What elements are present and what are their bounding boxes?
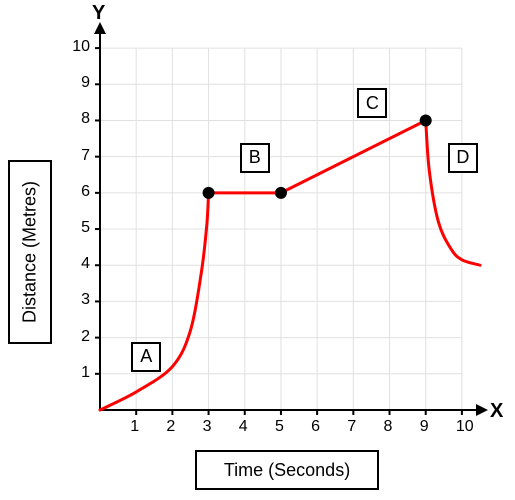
section-label-b: B bbox=[240, 143, 270, 173]
x-tick-label: 10 bbox=[456, 418, 474, 436]
x-axis-label-box: Time (Seconds) bbox=[195, 450, 379, 490]
section-label-c: C bbox=[357, 88, 387, 118]
x-tick-label: 1 bbox=[130, 418, 139, 436]
y-tick-label: 6 bbox=[81, 183, 90, 201]
y-tick-label: 3 bbox=[81, 291, 90, 309]
x-tick-label: 2 bbox=[166, 418, 175, 436]
distance-time-chart bbox=[0, 0, 515, 500]
y-tick-label: 7 bbox=[81, 147, 90, 165]
x-tick-label: 4 bbox=[239, 418, 248, 436]
x-tick-label: 8 bbox=[384, 418, 393, 436]
y-tick-label: 2 bbox=[81, 328, 90, 346]
x-tick-label: 3 bbox=[203, 418, 212, 436]
y-axis-name: Y bbox=[92, 2, 105, 25]
x-axis-label: Time (Seconds) bbox=[224, 460, 350, 481]
y-tick-label: 8 bbox=[81, 110, 90, 128]
x-tick-label: 7 bbox=[347, 418, 356, 436]
x-tick-label: 9 bbox=[420, 418, 429, 436]
x-tick-label: 5 bbox=[275, 418, 284, 436]
y-axis-label: Distance (Metres) bbox=[20, 181, 41, 323]
y-tick-label: 9 bbox=[81, 74, 90, 92]
y-axis-label-box: Distance (Metres) bbox=[8, 160, 52, 344]
x-axis-name: X bbox=[490, 400, 503, 423]
y-tick-label: 1 bbox=[81, 364, 90, 382]
x-tick-label: 6 bbox=[311, 418, 320, 436]
y-tick-label: 4 bbox=[81, 255, 90, 273]
y-tick-label: 5 bbox=[81, 219, 90, 237]
section-label-d: D bbox=[448, 143, 478, 173]
y-tick-label: 10 bbox=[72, 38, 90, 56]
section-label-a: A bbox=[131, 342, 161, 372]
